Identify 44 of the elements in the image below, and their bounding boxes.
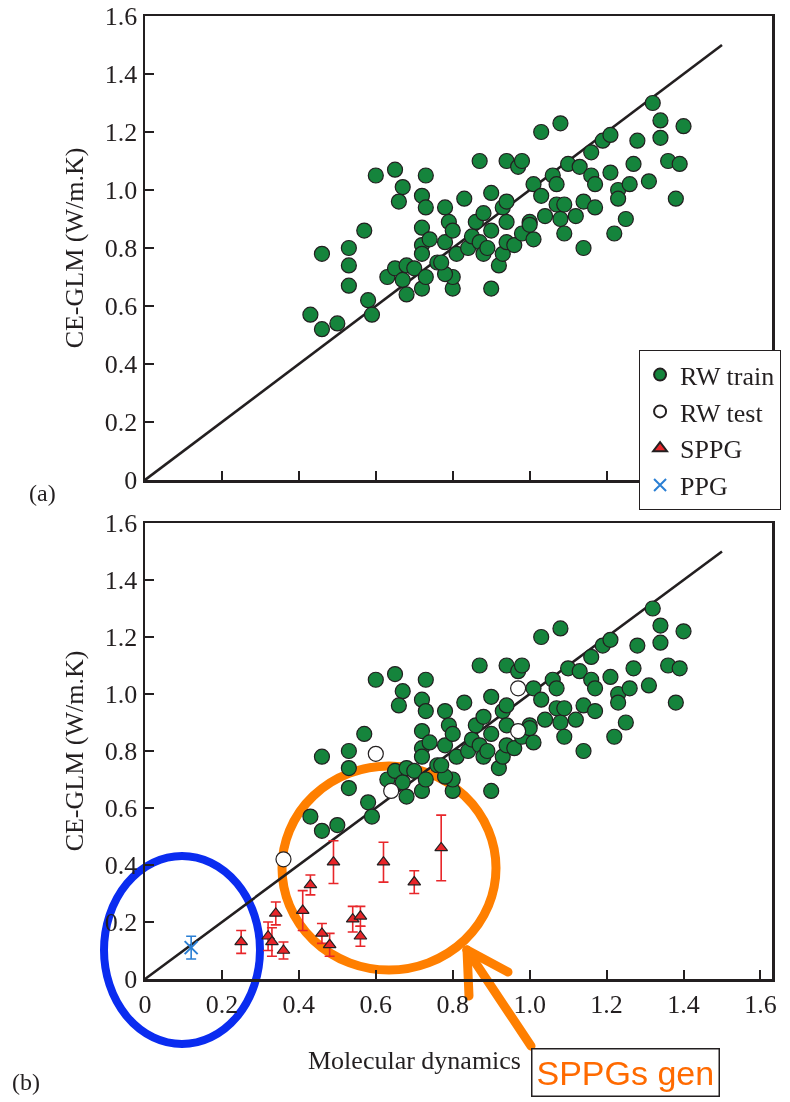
legend-label: SPPG <box>680 435 743 465</box>
legend-label: PPG <box>680 472 728 502</box>
y-tick-label: 1.0 <box>104 176 138 206</box>
y-tick-label: 0.8 <box>104 737 138 767</box>
y-tick-label: 1.4 <box>104 60 138 90</box>
y-tick-label: 1.4 <box>104 566 138 596</box>
x-tick-label: 0.2 <box>205 989 239 1019</box>
y-tick-label: 1.2 <box>104 118 138 148</box>
text: SPPGs gen <box>536 1053 715 1092</box>
text: (a) <box>29 480 56 506</box>
x-tick-label: 1.2 <box>590 989 623 1019</box>
x-tick-label: 1.6 <box>744 989 777 1019</box>
y-tick-label: 0.6 <box>104 292 138 322</box>
point <box>183 940 199 956</box>
y-tick-label: 0.4 <box>104 350 138 380</box>
x-tick-label: 1.4 <box>667 989 700 1019</box>
y-tick-label: 0.2 <box>104 408 138 438</box>
y-tick-label: 0.6 <box>104 794 138 824</box>
point <box>234 935 249 946</box>
y-tick-label: 0 <box>124 965 138 995</box>
point <box>275 851 292 868</box>
y-tick-label: 1.2 <box>104 623 138 653</box>
y-tick-label: 1.6 <box>104 2 138 32</box>
x-tick-label: 0.4 <box>282 989 316 1019</box>
text: (b) <box>12 1069 40 1095</box>
point <box>434 841 449 852</box>
x-tick-label: 0.6 <box>359 989 393 1019</box>
point <box>383 782 400 799</box>
y-tick-label: 0.8 <box>104 234 138 264</box>
y-tick-label: 0.4 <box>104 851 138 881</box>
x-axis-title: Molecular dynamics <box>308 1046 521 1075</box>
y-tick-label: 0 <box>124 466 138 496</box>
x-tick-label: 0.8 <box>436 989 469 1019</box>
point <box>264 935 279 946</box>
point <box>322 938 337 949</box>
y-tick-label: 1.6 <box>104 509 138 539</box>
legend-label: RW test <box>680 398 764 428</box>
y-axis-title: CE-GLM (W/m.K) <box>59 147 89 349</box>
y-axis-title: CE-GLM (W/m.K) <box>59 650 89 852</box>
x-tick-label: 1.0 <box>513 989 546 1019</box>
point <box>303 878 318 889</box>
point <box>510 722 527 740</box>
y-tick-label: 1.0 <box>104 680 138 710</box>
legend-label: RW train <box>680 361 775 391</box>
